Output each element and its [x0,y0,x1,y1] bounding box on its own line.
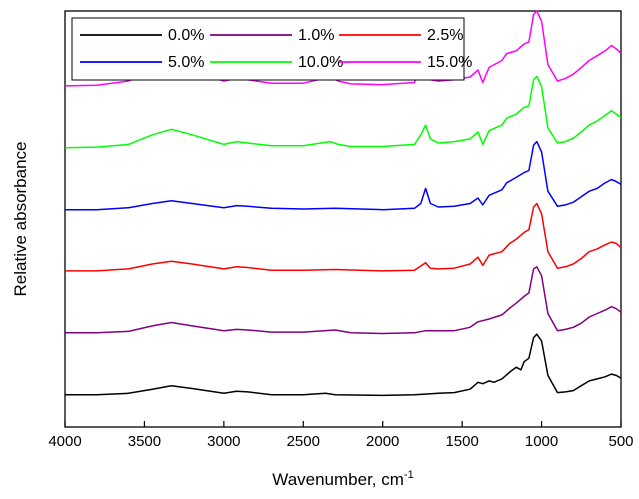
x-axis-label: Wavenumber, cm-1 [272,469,413,489]
x-tick-label-5: 1500 [445,433,478,450]
legend-entries: 0.0% 1.0% 2.5% 5.0% 10.0% 15.0% [80,27,472,71]
x-tick-label-4: 2000 [366,433,399,450]
legend-label-4: 10.0% [298,54,343,71]
x-tick-label-0: 4000 [48,433,81,450]
x-tick-label-6: 1000 [525,433,558,450]
legend-label-0: 0.0% [168,27,204,44]
y-axis-label: Relative absorbance [11,142,30,297]
legend-label-1: 1.0% [298,27,334,44]
series-line-2 [65,202,622,272]
x-tick-label-1: 3500 [128,433,161,450]
legend-label-3: 5.0% [168,54,204,71]
series-line-4 [64,75,622,149]
x-axis-label-superscript: -1 [404,469,414,481]
x-tick-label-2: 3000 [207,433,240,450]
series-line-1 [65,266,622,335]
series-line-3 [65,140,622,211]
legend-label-5: 15.0% [427,54,472,71]
x-axis-label-text: Wavenumber, cm [272,470,404,489]
legend-label-2: 2.5% [427,27,463,44]
x-ticks: 4000 3500 3000 2500 2000 1500 1000 500 [48,421,634,450]
plot-frame [64,10,622,428]
legend-box [71,17,465,81]
x-tick-label-3: 2500 [287,433,320,450]
x-tick-label-7: 500 [608,433,633,450]
series-line-0 [65,333,622,397]
legend: 0.0% 1.0% 2.5% 5.0% 10.0% 15.0% [71,17,472,81]
